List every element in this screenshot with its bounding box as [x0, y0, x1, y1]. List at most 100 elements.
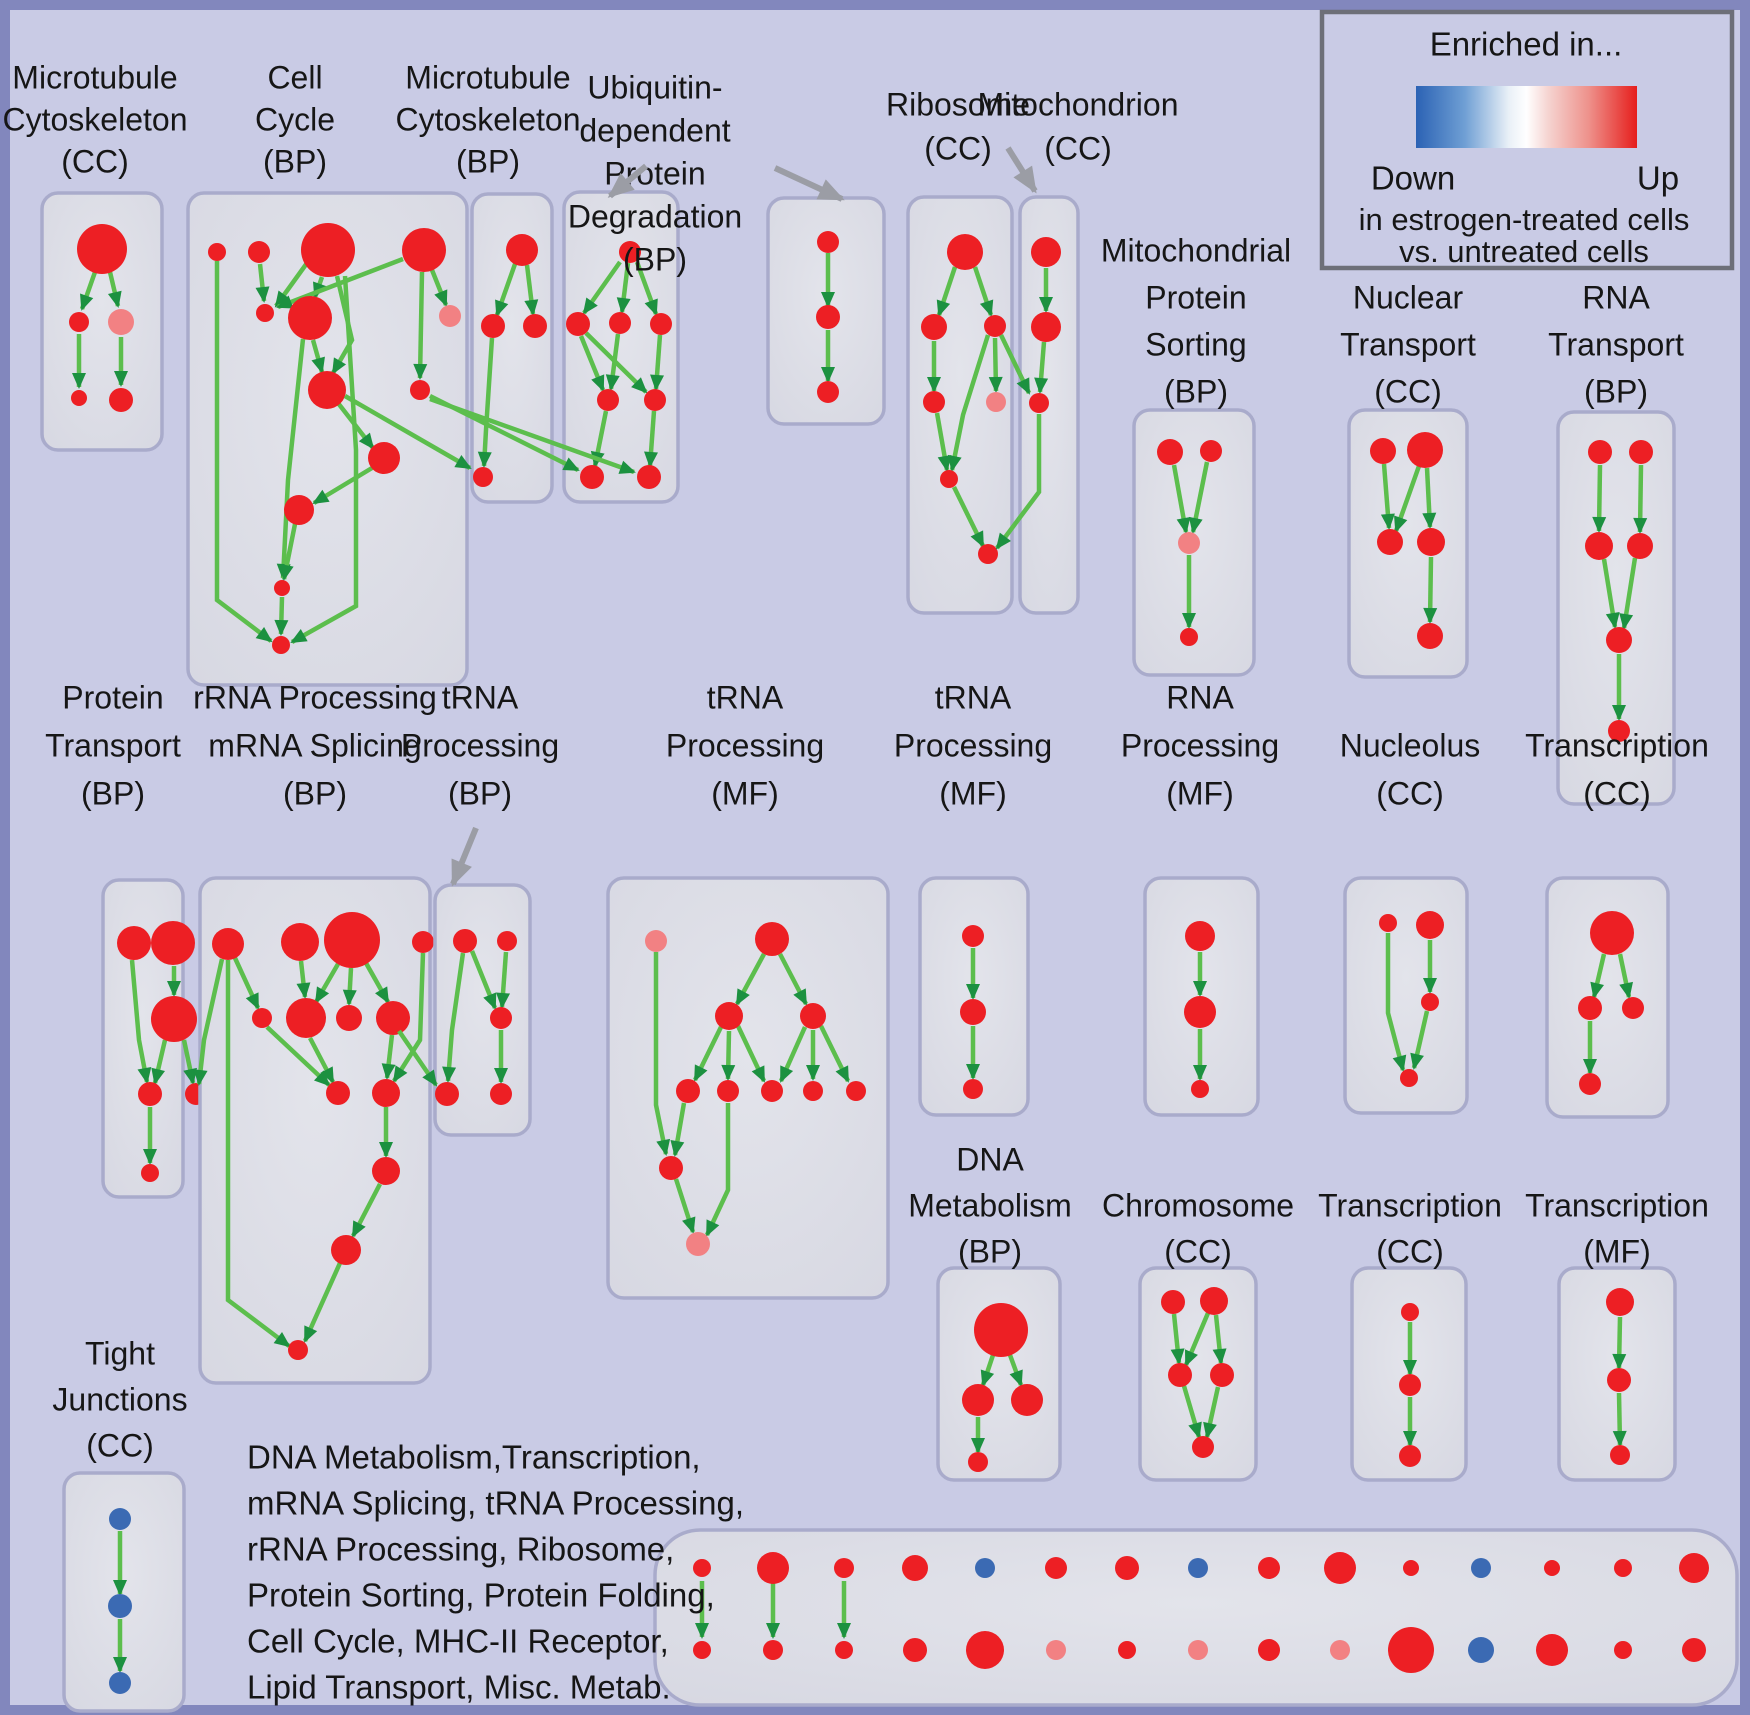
go-term-node-nuclear-transport-cc-3: [1417, 528, 1445, 556]
edge-rrna-processing-mrna-splicing-bp-5: [392, 952, 426, 1083]
cluster-protein-transport-bp: Protein Transport (BP): [45, 679, 207, 1199]
go-term-node-rna-transport-bp-2: [1585, 532, 1613, 560]
go-term-node-ubiquitin-degradation-bp-1: [566, 312, 590, 336]
cluster-label-transcription-mf-line-0: Transcription: [1525, 1187, 1709, 1223]
go-term-node-rrna-processing-mrna-splicing-bp-0: [212, 928, 244, 960]
go-term-node-trna-processing-mf-a-7: [803, 1081, 823, 1101]
edge-ubiquitin-degradation-bp-3: [578, 335, 606, 392]
cluster-ubiquitin-degradation-bp-2: [766, 196, 886, 426]
go-term-node-rrna-processing-mrna-splicing-bp-10: [372, 1157, 400, 1185]
go-term-node-misc-clusters-top-13: [1614, 1559, 1632, 1577]
edge-rrna-processing-mrna-splicing-bp-12: [225, 960, 291, 1348]
go-term-node-misc-clusters-bottom-14: [1682, 1638, 1706, 1662]
cluster-label-tight-junctions-cc-line-0: Tight: [85, 1335, 155, 1371]
cluster-label-transcription-cc-a-line-1: (CC): [1583, 775, 1651, 811]
go-term-node-trna-processing-mf-a-6: [761, 1080, 783, 1102]
edge-trna-processing-mf-a-9: [670, 1102, 687, 1157]
go-term-node-tight-junctions-cc-2: [109, 1672, 131, 1694]
cluster-nuclear-transport-cc: Nuclear Transport (CC): [1340, 279, 1476, 679]
cluster-box-transcription-cc-a: [1545, 876, 1670, 1119]
edge-ribosome-cc-5: [934, 412, 952, 472]
cluster-label-tight-junctions-cc-line-1: Junctions: [52, 1381, 187, 1417]
go-term-node-ubiquitin-degradation-bp-2-1: [816, 305, 840, 329]
legend-down-label: Down: [1371, 160, 1455, 197]
go-term-node-trna-processing-mf-a-4: [676, 1079, 700, 1103]
edge-trna-processing-mf-a-7: [818, 1025, 851, 1083]
cluster-label-mitochondrial-protein-sorting-bp-line-1: Protein: [1145, 279, 1246, 315]
go-term-node-ribosome-cc-2: [984, 315, 1006, 337]
go-term-node-ubiquitin-degradation-bp-0: [619, 241, 641, 263]
legend-subtitle-1: in estrogen-treated cells: [1359, 202, 1690, 237]
edge-cell-cycle-bp-7: [310, 339, 325, 374]
go-term-node-cell-cycle-bp-8: [410, 380, 430, 400]
edge-transcription-mf-1: [1612, 1392, 1627, 1447]
go-term-node-misc-clusters-bottom-8: [1258, 1639, 1280, 1661]
cluster-label-chromosome-cc-line-1: (CC): [1164, 1233, 1232, 1269]
edge-ribosome-cc-6: [951, 486, 986, 548]
go-term-node-rrna-processing-mrna-splicing-bp-4: [252, 1008, 272, 1028]
cluster-label-protein-transport-bp-line-1: Transport: [45, 727, 181, 763]
cluster-label-trna-processing-mf-b-line-2: (MF): [939, 775, 1007, 811]
go-term-node-misc-clusters-bottom-1: [763, 1640, 783, 1660]
go-term-node-misc-clusters-bottom-13: [1614, 1641, 1632, 1659]
edge-chromosome-cc-0: [1170, 1313, 1185, 1365]
cluster-transcription-cc-a: Transcription (CC): [1525, 727, 1709, 1119]
cluster-box-rna-transport-bp: [1556, 410, 1676, 806]
go-term-node-misc-clusters-top-8: [1258, 1557, 1280, 1579]
cluster-label-rna-processing-mf-line-2: (MF): [1166, 775, 1234, 811]
edge-cell-cycle-bp-11: [336, 401, 375, 450]
cluster-box-mitochondrion-cc: [1018, 195, 1080, 615]
cluster-microtubule-cytoskeleton-cc: Microtubule Cytoskeleton (CC): [3, 59, 188, 452]
note-line-5: Cell Cycle, MHC-II Receptor,: [247, 1623, 669, 1660]
go-term-node-rrna-processing-mrna-splicing-bp-12: [288, 1340, 308, 1360]
go-term-node-nucleolus-cc-1: [1416, 911, 1444, 939]
edge-protein-transport-bp-0: [129, 959, 152, 1084]
go-term-node-protein-transport-bp-0: [117, 926, 151, 960]
go-term-node-microtubule-cytoskeleton-cc-4: [109, 388, 133, 412]
cluster-label-microtubule-cytoskeleton-bp-line-0: Microtubule: [405, 59, 570, 95]
go-term-node-trna-processing-mf-a-5: [717, 1080, 739, 1102]
go-term-node-rna-transport-bp-4: [1606, 627, 1632, 653]
edge-ubiquitin-degradation-bp-0: [582, 260, 622, 315]
go-term-node-protein-transport-bp-3: [138, 1082, 162, 1106]
edge-protein-transport-bp-3: [181, 1039, 197, 1085]
cluster-label-rrna-processing-mrna-splicing-bp-line-2: (BP): [283, 775, 347, 811]
edge-dna-metabolism-bp-0: [980, 1354, 996, 1387]
cluster-label-transcription-cc-b-line-0: Transcription: [1318, 1187, 1502, 1223]
cluster-label-microtubule-cytoskeleton-cc-line-1: Cytoskeleton: [3, 101, 188, 137]
edge-nuclear-transport-cc-3: [1423, 556, 1438, 624]
edge-microtubule-cytoskeleton-bp-0: [494, 263, 518, 317]
edge-mitochondrial-protein-sorting-bp-0: [1171, 464, 1191, 534]
cluster-mitochondrion-cc: Mitochondrion (CC): [978, 86, 1179, 615]
note-line-2: mRNA Splicing, tRNA Processing,: [247, 1485, 744, 1522]
cluster-label-nuclear-transport-cc-line-1: Transport: [1340, 326, 1476, 362]
label-pointer-arrow-0: [607, 163, 648, 199]
go-term-node-nucleolus-cc-0: [1379, 914, 1397, 932]
edge-dna-metabolism-bp-1: [1007, 1354, 1024, 1387]
go-term-node-rna-transport-bp-1: [1629, 440, 1653, 464]
go-term-node-ubiquitin-degradation-bp-7: [637, 465, 661, 489]
label-pointer-arrow-3: [450, 826, 479, 887]
edge-cell-cycle-bp-9: [214, 261, 273, 643]
go-term-node-nucleolus-cc-3: [1400, 1069, 1418, 1087]
go-term-node-rrna-processing-mrna-splicing-bp-9: [372, 1079, 400, 1107]
go-term-node-misc-clusters-top-11: [1471, 1558, 1491, 1578]
cross-cluster-edges: [193, 334, 1042, 1087]
cluster-transcription-cc-b: Transcription (CC): [1318, 1187, 1502, 1482]
cluster-box-chromosome-cc: [1138, 1266, 1258, 1482]
legend-subtitle-2: vs. untreated cells: [1399, 234, 1649, 269]
edge-nucleolus-cc-1: [1410, 1010, 1430, 1070]
note-line-1: DNA Metabolism,Transcription,: [247, 1439, 701, 1476]
go-term-node-misc-clusters-top-9: [1324, 1552, 1356, 1584]
go-term-node-rna-transport-bp-5: [1608, 720, 1630, 742]
misc-categories-note: DNA Metabolism,Transcription, mRNA Splic…: [247, 1439, 744, 1706]
go-term-node-microtubule-cytoskeleton-cc-2: [108, 309, 134, 335]
edge-ubiquitin-degradation-bp-5: [584, 331, 648, 394]
edge-mitochondrion-cc-1: [1034, 341, 1049, 394]
go-term-node-misc-clusters-bottom-12: [1536, 1634, 1568, 1666]
edge-rna-transport-bp-2: [1601, 558, 1620, 629]
go-term-node-misc-clusters-top-2: [834, 1558, 854, 1578]
cluster-label-rna-processing-mf-line-1: Processing: [1121, 727, 1279, 763]
cluster-box-dna-metabolism-bp: [936, 1266, 1062, 1482]
go-term-node-cell-cycle-bp-12: [272, 636, 290, 654]
